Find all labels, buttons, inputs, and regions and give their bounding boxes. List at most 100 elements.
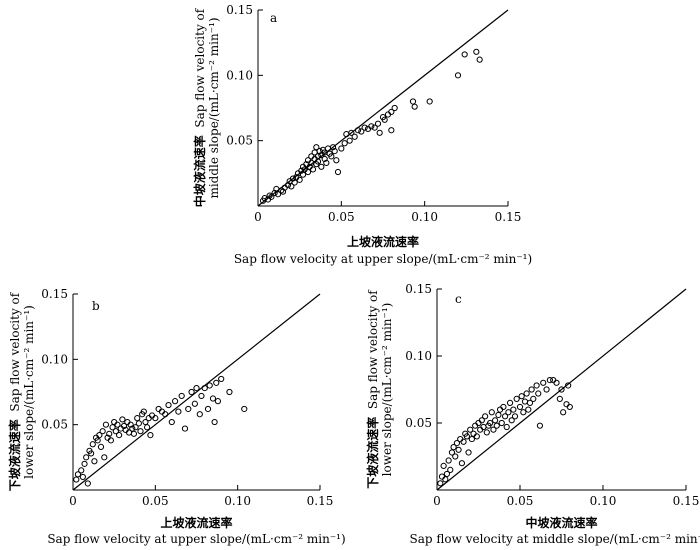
data-point xyxy=(447,466,454,473)
data-point xyxy=(503,423,510,431)
data-point xyxy=(188,388,195,396)
data-point xyxy=(268,193,275,200)
data-point xyxy=(450,444,457,451)
data-point xyxy=(371,124,378,131)
reference-line-1-1 xyxy=(257,9,509,207)
data-point xyxy=(213,379,220,386)
data-point xyxy=(191,400,198,407)
data-point xyxy=(314,158,322,165)
data-point xyxy=(91,458,98,465)
data-point xyxy=(558,386,565,393)
data-point xyxy=(495,411,502,419)
data-point xyxy=(381,116,388,123)
y-axis-label-group: 下坡液流速率 Sap flow velocity of lower slope/(… xyxy=(7,291,36,491)
y-axis-label-en-2: lower slope/(mL·cm⁻² min⁻¹) xyxy=(380,303,394,477)
data-point xyxy=(473,48,480,55)
data-point xyxy=(543,386,550,393)
y-axis-label-line1: 下坡液流速率 Sap flow velocity of xyxy=(7,291,22,491)
y-axis-label-group: 中坡液流速率 Sap flow velocity of middle slope/… xyxy=(192,7,221,207)
data-point xyxy=(453,440,461,447)
panel-b: 0 0.05 0.10 0.15 0.05 0.10 0.15 b 上坡液流速率 Sap flow… xyxy=(7,287,346,546)
data-point xyxy=(298,167,305,174)
data-point xyxy=(358,128,365,135)
data-point xyxy=(274,191,282,198)
data-point xyxy=(299,171,307,178)
x-axis-label-cn: 上坡液流速率 xyxy=(347,234,419,249)
data-point xyxy=(331,148,338,155)
data-point xyxy=(513,395,520,402)
data-point xyxy=(94,437,101,444)
data-point xyxy=(88,450,95,457)
x-tick-label: 0.15 xyxy=(673,494,700,508)
data-point xyxy=(214,398,222,405)
data-point xyxy=(130,430,138,437)
y-tick-label: 0.15 xyxy=(405,282,432,296)
data-point xyxy=(84,480,91,487)
data-point xyxy=(492,417,499,424)
x-tick-label: 0.05 xyxy=(507,494,534,508)
data-point xyxy=(463,433,470,440)
data-point xyxy=(99,428,106,435)
data-point xyxy=(388,127,395,134)
data-point xyxy=(553,379,560,386)
data-point xyxy=(211,418,218,426)
data-point xyxy=(83,454,90,461)
data-point xyxy=(96,432,103,439)
data-point xyxy=(140,408,147,415)
data-point xyxy=(201,384,208,392)
y-axis-label-en-1: Sap flow velocity of xyxy=(366,289,380,409)
data-point xyxy=(565,382,572,389)
data-point xyxy=(521,398,529,405)
data-point xyxy=(226,388,233,396)
data-point xyxy=(97,443,105,450)
data-point xyxy=(483,429,490,436)
y-tick-label: 0.10 xyxy=(41,352,68,366)
reference-line-1-1 xyxy=(436,288,687,491)
data-point xyxy=(135,420,142,427)
data-point xyxy=(147,432,154,439)
data-point xyxy=(152,415,159,422)
x-tick-label: 0.05 xyxy=(328,210,355,224)
data-point xyxy=(518,393,525,400)
data-point xyxy=(78,467,85,474)
data-point xyxy=(490,426,497,433)
data-point xyxy=(119,416,126,423)
x-tick-label: 0 xyxy=(69,494,77,508)
data-point xyxy=(171,398,179,405)
data-point xyxy=(144,424,151,431)
data-point xyxy=(556,395,563,402)
x-tick-label: 0.10 xyxy=(224,494,251,508)
data-point xyxy=(127,421,134,428)
data-point xyxy=(487,419,494,427)
data-point xyxy=(437,480,444,487)
data-point xyxy=(102,421,110,428)
data-point xyxy=(101,454,108,461)
data-point xyxy=(533,382,540,389)
data-point xyxy=(376,129,383,136)
data-point xyxy=(321,155,328,163)
data-point xyxy=(374,120,382,127)
data-point xyxy=(528,386,535,393)
data-point xyxy=(289,175,297,182)
data-point xyxy=(467,426,474,433)
data-point xyxy=(271,189,278,197)
x-tick-label: 0 xyxy=(254,210,262,224)
data-point xyxy=(107,437,114,444)
data-point xyxy=(89,441,96,448)
x-axis-label-en: Sap flow velocity at middle slope/(mL·cm… xyxy=(410,532,700,546)
data-point xyxy=(109,424,116,431)
data-point xyxy=(313,144,320,151)
data-point xyxy=(461,51,468,58)
panel-a: 0 0.05 0.10 0.15 0.05 0.10 0.15 a 上坡液流速率 Sap flow… xyxy=(192,3,532,266)
y-axis-label-en-1: Sap flow velocity of xyxy=(8,291,22,411)
data-point xyxy=(81,460,88,467)
data-point xyxy=(137,428,144,435)
data-point xyxy=(448,449,456,456)
y-axis-label-line1: 中坡液流速率 Sap flow velocity of xyxy=(192,7,207,207)
data-point xyxy=(304,168,312,176)
y-tick-label: 0.15 xyxy=(226,3,253,17)
data-point xyxy=(511,413,519,420)
data-point xyxy=(193,384,200,392)
data-point xyxy=(493,422,500,429)
data-point xyxy=(566,403,573,411)
